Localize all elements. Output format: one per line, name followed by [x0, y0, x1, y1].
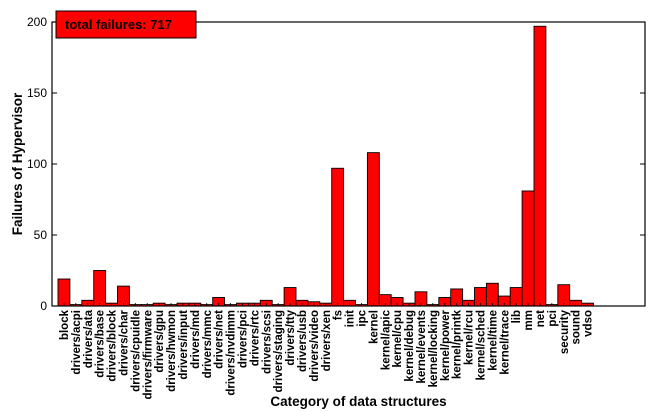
x-tick-label: drivers/usb: [297, 310, 309, 372]
x-tick-label: drivers/video: [309, 310, 321, 382]
y-axis-label: Failures of Hypervisor: [10, 92, 25, 235]
axes-frame: [52, 22, 645, 306]
y-tick-label: 100: [27, 157, 47, 171]
x-tick-label: kernel/rcu: [464, 310, 476, 365]
x-tick-label: drivers/rtc: [249, 309, 261, 366]
x-tick-label: init: [345, 310, 357, 327]
x-tick-label: drivers/hwmon: [166, 310, 178, 392]
x-tick-label: drivers/staging: [273, 310, 285, 392]
x-tick-label: drivers/xen: [321, 310, 333, 371]
x-tick-label: drivers/input: [178, 310, 190, 380]
x-tick-label: kernel/trace: [499, 310, 511, 375]
y-tick-label: 50: [34, 228, 48, 242]
x-axis-label: Category of data structures: [270, 394, 446, 409]
bar-kernel: [367, 153, 379, 306]
x-tick-label: drivers/char: [118, 309, 130, 375]
x-tick-label: drivers/cpuidle: [130, 310, 142, 392]
x-tick-label: drivers/acpi: [71, 310, 83, 375]
x-tick-label: lib: [511, 310, 523, 323]
x-tick-label: drivers/net: [214, 310, 226, 369]
x-tick-label: kernel/sched: [475, 310, 487, 380]
x-tick-label: drivers/mmc: [202, 309, 214, 378]
x-tick-label: vdso: [583, 310, 595, 337]
x-tick-label: drivers/pci: [237, 310, 249, 368]
x-tick-label: kernel/debug: [404, 310, 416, 382]
x-tick-label: kernel/time: [487, 310, 499, 371]
x-tick-labels-group: block drivers/acpi drivers/ata drivers/base…: [59, 303, 595, 400]
x-tick-label: pci: [547, 310, 559, 327]
bar-fs: [332, 168, 344, 306]
x-tick-label: drivers/block: [107, 309, 119, 381]
x-tick-label: fs: [333, 310, 345, 320]
y-tick-label: 0: [40, 299, 47, 313]
x-tick-label: sound: [571, 310, 583, 345]
x-tick-label: kernel/apic: [380, 309, 392, 370]
y-tick-label: 200: [27, 15, 47, 29]
bar-drivers-base: [94, 271, 106, 307]
y-tick-label: 150: [27, 86, 47, 100]
bar-kernel-time: [486, 283, 498, 306]
bar-net: [534, 26, 546, 306]
x-tick-label: kernel/cpu: [392, 310, 404, 368]
x-tick-label: security: [559, 309, 571, 354]
bar-mm: [522, 191, 534, 306]
x-tick-label: kernel/power: [440, 309, 452, 380]
x-tick-label: drivers/tty: [285, 309, 297, 365]
x-tick-label: drivers/gpu: [154, 310, 166, 373]
x-tick-label: drivers/nvdimm: [226, 310, 238, 396]
x-tick-label: drivers/firmware: [142, 310, 154, 400]
x-tick-label: drivers/base: [95, 310, 107, 378]
x-tick-label: mm: [523, 310, 535, 330]
x-tick-label: ipc: [356, 309, 368, 326]
x-tick-label: kernel/locking: [428, 310, 440, 387]
x-tick-label: kernel/printk: [452, 309, 464, 379]
x-tick-label: drivers/scsi: [261, 310, 273, 374]
x-tick-label: block: [59, 309, 71, 340]
x-tick-label: net: [535, 310, 547, 327]
bars-group: [58, 26, 594, 306]
annotation-text: total failures: 717: [65, 17, 172, 32]
bar-block: [58, 279, 70, 306]
x-tick-label: kernel/events: [416, 310, 428, 384]
x-tick-label: drivers/ata: [83, 309, 95, 368]
bar-security: [558, 285, 570, 306]
x-tick-label: drivers/md: [190, 310, 202, 369]
x-tick-label: kernel: [368, 310, 380, 344]
